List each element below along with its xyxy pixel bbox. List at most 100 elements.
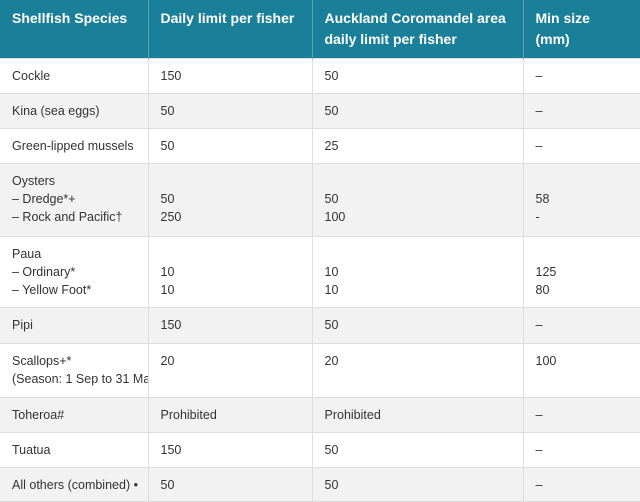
value: 50 bbox=[160, 139, 175, 153]
table-row: Cockle 150 50 – bbox=[0, 58, 640, 94]
header-cell: Min size (mm) bbox=[522, 0, 640, 59]
table-row: Oysters – Dredge*+ – Rock and Pacific† 50 25… bbox=[0, 163, 640, 237]
value: 100 bbox=[535, 354, 557, 368]
species-name: Green-lipped mussels bbox=[12, 139, 134, 153]
table-row: Scallops+* (Season: 1 Sep to 31 Mar 20 20 10… bbox=[0, 343, 640, 398]
species-cell: All others (combined) • bbox=[0, 467, 149, 502]
species-cell: Toheroa# bbox=[0, 397, 149, 433]
value-cell: – bbox=[522, 128, 640, 164]
species-name: Cockle bbox=[12, 69, 51, 83]
value-cell: – bbox=[522, 93, 640, 129]
value-cell: Prohibited bbox=[147, 397, 313, 433]
value-cell: 50 bbox=[147, 93, 313, 129]
species-name: Oysters bbox=[12, 174, 56, 188]
value: 50 bbox=[324, 318, 339, 332]
value: 50 bbox=[160, 192, 175, 206]
species-cell: Kina (sea eggs) bbox=[0, 93, 149, 129]
table-row: Tuatua 150 50 – bbox=[0, 432, 640, 468]
value: 80 bbox=[535, 283, 550, 297]
species-name: Pipi bbox=[12, 318, 33, 332]
value: 150 bbox=[160, 318, 182, 332]
value: 20 bbox=[160, 354, 175, 368]
value: 10 bbox=[324, 283, 339, 297]
value: 250 bbox=[160, 210, 182, 224]
value: 10 bbox=[324, 265, 339, 279]
species-cell: Scallops+* (Season: 1 Sep to 31 Mar bbox=[0, 343, 149, 398]
value: 150 bbox=[160, 69, 182, 83]
species-name: Toheroa# bbox=[12, 408, 65, 422]
value-cell: 150 bbox=[147, 58, 313, 94]
value: – bbox=[535, 318, 543, 332]
value-cell: 50 bbox=[147, 467, 313, 502]
species-note: (Season: 1 Sep to 31 Mar bbox=[12, 372, 148, 386]
spacer bbox=[161, 172, 300, 190]
value: 50 bbox=[324, 104, 339, 118]
value-cell: 25 bbox=[311, 128, 524, 164]
value: 50 bbox=[160, 104, 175, 118]
spacer bbox=[325, 172, 511, 190]
value: – bbox=[535, 408, 543, 422]
value-cell: 100 bbox=[522, 343, 640, 398]
value-cell: 50 bbox=[311, 467, 524, 502]
value-cell: 50 250 bbox=[147, 163, 313, 237]
header-cell: Shellfish Species bbox=[0, 0, 148, 59]
spacer bbox=[536, 172, 628, 190]
header-row: Shellfish Species Daily limit per fisher A… bbox=[0, 0, 640, 59]
value-cell: 50 100 bbox=[311, 163, 524, 237]
species-cell: Paua – Ordinary* – Yellow Foot* bbox=[0, 236, 149, 308]
value: – bbox=[535, 104, 543, 118]
value: 50 bbox=[324, 192, 339, 206]
species-name: Tuatua bbox=[12, 443, 51, 457]
species-cell: Pipi bbox=[0, 307, 149, 344]
spacer bbox=[161, 245, 300, 263]
species-sub: – Rock and Pacific† bbox=[12, 210, 123, 224]
value-cell: Prohibited bbox=[311, 397, 524, 433]
species-sub: – Ordinary* bbox=[12, 265, 76, 279]
value-cell: – bbox=[522, 58, 640, 94]
value: 50 bbox=[324, 443, 339, 457]
value-cell: 50 bbox=[147, 128, 313, 164]
value-cell: – bbox=[522, 397, 640, 433]
header-cell: Daily limit per fisher bbox=[147, 0, 312, 59]
value-cell: 50 bbox=[311, 58, 524, 94]
table-row: Green-lipped mussels 50 25 – bbox=[0, 128, 640, 164]
value: – bbox=[535, 69, 543, 83]
value-cell: – bbox=[522, 432, 640, 468]
value: 50 bbox=[324, 69, 339, 83]
species-cell: Tuatua bbox=[0, 432, 149, 468]
value: 58 bbox=[535, 192, 550, 206]
species-sub: – Dredge*+ bbox=[12, 192, 76, 206]
spacer bbox=[325, 245, 511, 263]
value-cell: 125 80 bbox=[522, 236, 640, 308]
value: 125 bbox=[535, 265, 557, 279]
species-cell: Oysters – Dredge*+ – Rock and Pacific† bbox=[0, 163, 149, 237]
value-cell: 20 bbox=[147, 343, 313, 398]
value: – bbox=[535, 478, 543, 492]
header-cell: Auckland Coromandel area daily limit per… bbox=[311, 0, 523, 59]
value: - bbox=[535, 210, 540, 224]
value: – bbox=[535, 139, 543, 153]
value-cell: 50 bbox=[311, 93, 524, 129]
species-name: Kina (sea eggs) bbox=[12, 104, 100, 118]
value-cell: 150 bbox=[147, 307, 313, 344]
table-row: Paua – Ordinary* – Yellow Foot* 10 10 10 10 125… bbox=[0, 236, 640, 308]
value-cell: 10 10 bbox=[311, 236, 524, 308]
value: 10 bbox=[160, 265, 175, 279]
value: 50 bbox=[324, 478, 339, 492]
table-row: Pipi 150 50 – bbox=[0, 307, 640, 344]
table-row: Kina (sea eggs) 50 50 – bbox=[0, 93, 640, 129]
species-sub: – Yellow Foot* bbox=[12, 283, 92, 297]
value: Prohibited bbox=[160, 408, 217, 422]
value: 50 bbox=[160, 478, 175, 492]
value: 20 bbox=[324, 354, 339, 368]
value: 25 bbox=[324, 139, 339, 153]
value: 100 bbox=[324, 210, 346, 224]
value-cell: – bbox=[522, 467, 640, 502]
value: 150 bbox=[160, 443, 182, 457]
value-cell: 10 10 bbox=[147, 236, 313, 308]
value-cell: – bbox=[522, 307, 640, 344]
value-cell: 58 - bbox=[522, 163, 640, 237]
value-cell: 20 bbox=[311, 343, 524, 398]
